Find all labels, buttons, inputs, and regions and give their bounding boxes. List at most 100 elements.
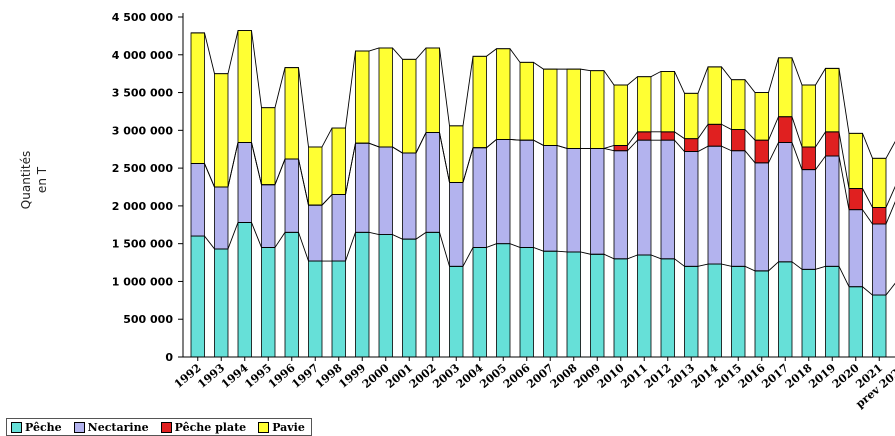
legend-item-pavie: Pavie xyxy=(258,421,305,434)
bar-segment-p-che xyxy=(754,270,769,358)
y-axis-label-line-1: Quantités xyxy=(19,151,33,209)
legend-swatch-nectarine xyxy=(73,421,85,433)
bar-segment-p-che xyxy=(801,268,816,358)
bar-segment-p-che-plate xyxy=(731,129,746,152)
bar-segment-pavie xyxy=(754,92,769,141)
bar-segment-p-che xyxy=(472,247,487,358)
y-tick-label: 2 500 000 xyxy=(112,162,174,175)
bar-segment-nectarine xyxy=(402,152,417,240)
bar-segment-nectarine xyxy=(378,146,393,235)
bar-segment-pavie xyxy=(331,127,346,195)
bar-segment-pavie xyxy=(425,47,440,134)
bar-segment-pavie xyxy=(284,67,299,160)
bar-segment-p-che xyxy=(543,250,558,358)
bar-segment-nectarine xyxy=(543,145,558,252)
bar-segment-pavie xyxy=(190,32,205,164)
bar-segment-nectarine xyxy=(684,151,699,267)
bar-segment-p-che-plate xyxy=(660,131,675,141)
bar-segment-nectarine xyxy=(519,139,534,248)
bar-segment-nectarine xyxy=(237,142,252,223)
bar-segment-p-che xyxy=(190,235,205,358)
bar-segment-p-che-plate xyxy=(754,139,769,164)
bar-segment-pavie xyxy=(660,71,675,133)
bar-segment-p-che xyxy=(778,261,793,358)
y-axis-label-line-2: en T xyxy=(35,166,49,193)
bar-segment-pavie xyxy=(543,68,558,146)
legend-swatch-peche-plate xyxy=(160,421,172,433)
bar-segment-pavie xyxy=(825,67,840,133)
bar-segment-p-che xyxy=(331,260,346,358)
legend-item-nectarine: Nectarine xyxy=(73,421,149,434)
y-tick-label: 3 500 000 xyxy=(112,87,174,100)
bar-segment-nectarine xyxy=(190,163,205,237)
series-line-p-che xyxy=(191,222,895,296)
series-line-p-che-plate xyxy=(191,116,895,208)
bar-segment-p-che xyxy=(707,263,722,358)
bar-segment-pavie xyxy=(801,84,816,148)
bar-segment-pavie xyxy=(308,146,323,206)
bar-segment-nectarine xyxy=(590,148,605,255)
bar-segment-nectarine xyxy=(731,150,746,267)
bar-segment-pavie xyxy=(848,132,863,189)
bar-segment-nectarine xyxy=(472,147,487,248)
bar-segment-p-che xyxy=(731,265,746,358)
y-tick-label: 1 000 000 xyxy=(112,275,174,288)
bar-segment-p-che xyxy=(496,243,511,358)
bar-segment-p-che xyxy=(637,254,652,358)
bar-segment-nectarine xyxy=(848,209,863,288)
bar-segment-pavie xyxy=(261,107,276,186)
bar-segment-nectarine xyxy=(214,186,229,250)
bar-segment-pavie xyxy=(402,58,417,154)
bar-segment-pavie xyxy=(237,30,252,143)
legend-swatch-pavie xyxy=(258,421,270,433)
bar-segment-p-che xyxy=(378,234,393,358)
bar-segment-nectarine xyxy=(449,182,464,267)
bar-segment-p-che xyxy=(261,247,276,358)
bar-segment-p-che-plate xyxy=(801,146,816,171)
bar-segment-pavie xyxy=(684,92,699,140)
bar-segment-p-che xyxy=(566,251,581,358)
bar-segment-p-che-plate xyxy=(684,138,699,152)
series-line-pavie xyxy=(191,30,895,159)
bar-segment-nectarine xyxy=(801,169,816,270)
bar-segment-p-che-plate xyxy=(637,131,652,141)
bar-segment-p-che-plate xyxy=(778,116,793,143)
y-tick-label: 0 xyxy=(165,351,173,364)
bar-segment-p-che xyxy=(825,265,840,358)
bar-segment-nectarine xyxy=(754,162,769,272)
bar-segment-nectarine xyxy=(778,142,793,263)
bar-segment-nectarine xyxy=(707,145,722,265)
bar-segment-nectarine xyxy=(566,148,581,253)
bar-segment-nectarine xyxy=(355,142,370,233)
legend-swatch-peche xyxy=(11,421,22,433)
bar-segment-nectarine xyxy=(331,194,346,262)
legend-label-peche-plate: Pêche plate xyxy=(174,420,247,434)
bar-segment-pavie xyxy=(590,70,605,149)
bar-segment-p-che xyxy=(519,247,534,358)
bar-segment-pavie xyxy=(613,84,628,146)
legend: Pêche Nectarine Pêche plate Pavie xyxy=(6,418,312,436)
series-outline-lines xyxy=(191,30,895,296)
bar-segment-p-che xyxy=(449,265,464,358)
y-tick-label: 3 000 000 xyxy=(112,124,174,137)
y-tick-label: 4 500 000 xyxy=(112,11,174,24)
bar-segment-p-che xyxy=(402,238,417,358)
bar-segment-nectarine xyxy=(261,184,276,248)
x-axis: 1992199319941995199619971998199920002001… xyxy=(172,356,895,411)
bar-segment-nectarine xyxy=(284,158,299,233)
bar-segment-pavie xyxy=(378,47,393,148)
legend-item-peche: Pêche xyxy=(11,421,62,434)
bar-segment-pavie xyxy=(872,157,887,208)
y-tick-label: 500 000 xyxy=(123,313,173,326)
bar-segment-pavie xyxy=(472,55,487,149)
bar-segment-pavie xyxy=(731,79,746,130)
bar-segment-pavie xyxy=(566,68,581,149)
bar-segment-p-che xyxy=(660,258,675,358)
bar-segment-p-che xyxy=(237,222,252,358)
bar-segment-p-che xyxy=(425,231,440,358)
y-axis: 0 500 000 1 000 000 1 500 000 2 000 000 2 500… xyxy=(112,11,184,364)
bar-segment-p-che xyxy=(308,260,323,358)
bar-segment-p-che-plate xyxy=(707,123,722,147)
bar-segment-nectarine xyxy=(637,139,652,256)
